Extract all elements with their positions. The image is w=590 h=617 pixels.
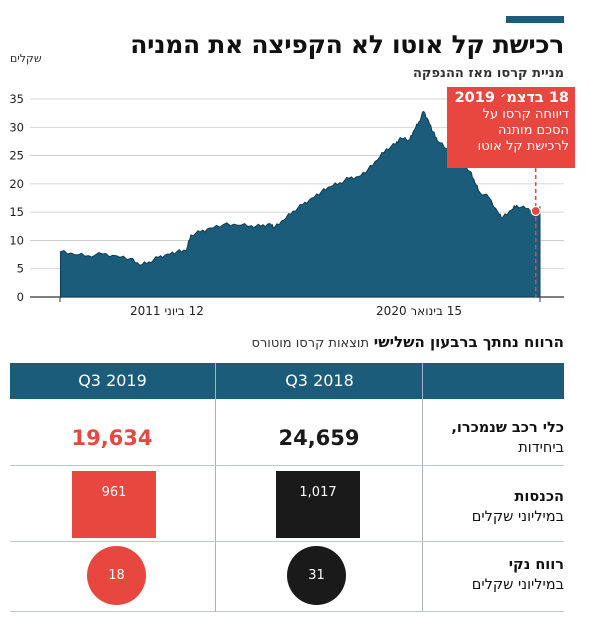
y-tick-label: 30	[9, 120, 24, 134]
y-tick-label: 0	[17, 290, 24, 304]
y-unit-label: שקלים	[10, 52, 42, 65]
price-area	[59, 110, 541, 298]
annotation-line: דיווחה קרסו על	[482, 107, 569, 122]
y-tick-label: 5	[17, 262, 24, 276]
x-end-label: 15 בינואר 2020	[376, 304, 462, 318]
annotation-box: 18 בדצמ׳ 2019 דיווחה קרסו על הסכם מותנה …	[447, 87, 575, 168]
y-tick-label: 25	[9, 149, 24, 163]
table-header: Q3 2019 Q3 2018	[10, 363, 564, 399]
page-subtitle: מניית קרסו מאז ההנפקה	[413, 66, 564, 81]
table-title-sub: תוצאות קרסו מוטורס	[251, 336, 370, 351]
row-label-unit: במיליוני שקלים	[471, 577, 564, 593]
value-2018-net-profit: 31	[287, 546, 346, 605]
row-label-main: הכנסות	[514, 489, 564, 505]
annotation-line: לרכישת קל אוטו	[477, 139, 569, 154]
page-title: רכישת קל אוטו לא הקפיצה את המניה	[130, 30, 564, 59]
row-label-unit: במיליוני שקלים	[471, 509, 564, 525]
row-label-unit: ביחידות	[518, 440, 564, 456]
column-divider	[422, 363, 423, 612]
y-tick-label: 35	[9, 92, 24, 106]
row-label-main: כלי רכב שנמכרו,	[451, 420, 564, 436]
table-title: הרווח נחתך ברבעון השלישי תוצאות קרסו מוט…	[252, 333, 564, 351]
table-title-bold: הרווח נחתך ברבעון השלישי	[373, 333, 564, 351]
value-2018-vehicles: 24,659	[278, 426, 360, 450]
highlight-point	[530, 205, 541, 217]
row-label-revenue: הכנסות במיליוני שקלים	[472, 487, 564, 527]
row-label-vehicles: כלי רכב שנמכרו, ביחידות	[451, 418, 564, 458]
row-divider	[10, 465, 564, 466]
y-tick-label: 10	[9, 233, 24, 247]
row-label-main: רווח נקי	[508, 557, 564, 573]
value-2019-vehicles: 19,634	[71, 426, 153, 450]
y-tick-label: 15	[9, 205, 24, 219]
value-2019-revenue: 961	[72, 471, 156, 538]
value-2018-revenue: 1,017	[276, 471, 360, 538]
col-header-2018: Q3 2018	[285, 371, 354, 390]
col-header-2019: Q3 2019	[78, 371, 147, 390]
stock-chart: 0 5 10 15 20 25 30 35 12 ביוני 2011 15 בינואר 202…	[9, 92, 564, 318]
row-divider	[10, 541, 564, 542]
annotation-line: הסכם מותנה	[497, 123, 569, 138]
x-start-label: 12 ביוני 2011	[130, 304, 204, 318]
y-tick-label: 20	[9, 177, 24, 191]
value-2019-net-profit: 18	[87, 546, 146, 605]
accent-bar	[506, 16, 564, 23]
column-divider	[215, 363, 216, 612]
row-label-net-profit: רווח נקי במיליוני שקלים	[472, 555, 564, 595]
annotation-date: 18 בדצמ׳ 2019	[454, 90, 569, 106]
row-divider	[10, 611, 564, 612]
